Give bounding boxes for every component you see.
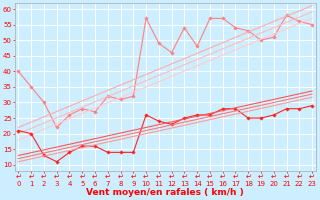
X-axis label: Vent moyen/en rafales ( km/h ): Vent moyen/en rafales ( km/h ) — [86, 188, 244, 197]
